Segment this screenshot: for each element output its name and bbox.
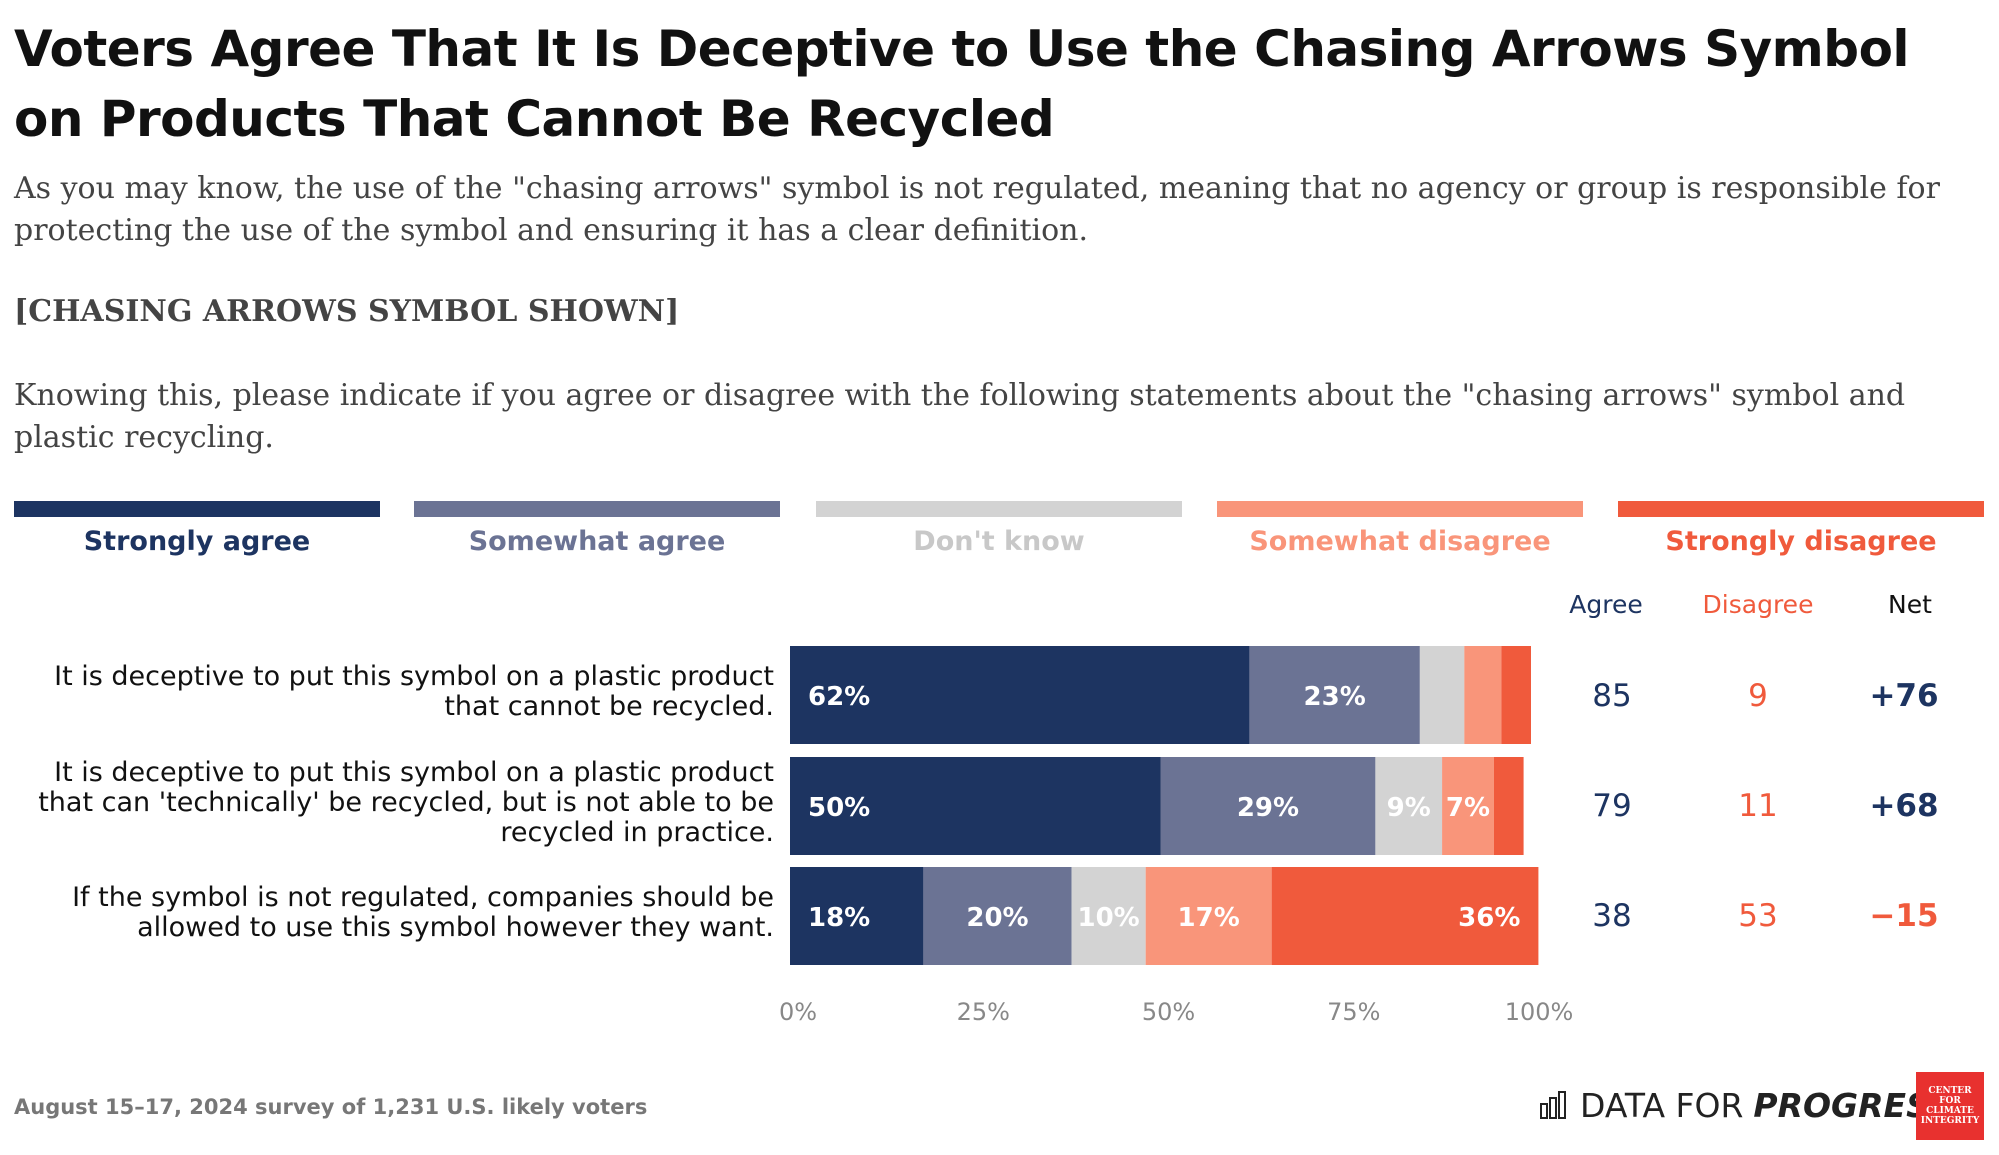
legend-label: Don't know [913,526,1085,557]
bar-segment-somewhat-agree-row-3 [923,867,1072,965]
legend-label: Strongly disagree [1665,526,1937,557]
bar-data-label: 10% [1078,903,1140,933]
agree-value-2: 79 [1592,788,1632,824]
x-tick-label: 25% [957,998,1010,1026]
climate-integrity-logo: CENTER FOR CLIMATE INTEGRITY [1916,1072,1984,1140]
legend-swatch [1217,501,1583,517]
legend-item-dont-know: Don't know [816,501,1182,557]
column-header-disagree: Disagree [1702,590,1814,619]
bar-segment-strongly-agree-row-1 [790,646,1250,744]
disagree-value-1: 9 [1748,678,1768,714]
row-label-1: It is deceptive to put this symbol on a … [54,661,774,722]
legend-swatch [14,501,380,517]
question-prompt: Knowing this, please indicate if you agr… [14,378,1906,455]
agree-value-3: 38 [1592,898,1632,934]
bar-segment-strongly-disagree-row-2 [1493,757,1524,855]
legend-swatch [816,501,1182,517]
legend: Strongly agree Somewhat agree Don't know… [14,501,1984,561]
column-header-agree: Agree [1569,590,1643,619]
bar-data-label: 7% [1446,793,1490,823]
bar-data-label: 50% [808,793,870,823]
legend-swatch [414,501,780,517]
net-value-1: +76 [1869,678,1939,714]
legend-item-strongly-disagree: Strongly disagree [1618,501,1984,557]
x-tick-label: 50% [1142,998,1195,1026]
data-for-progress-logo: DATA FOR PROGRESS [1540,1083,1952,1127]
bar-data-label: 18% [808,903,870,933]
bar-segment-dont-know-row-1 [1419,646,1465,744]
row-label-3: If the symbol is not regulated, companie… [72,882,774,943]
survey-source-note: August 15–17, 2024 survey of 1,231 U.S. … [14,1095,648,1119]
bar-segment-strongly-disagree-row-3 [1271,867,1539,965]
bar-segment-strongly-agree-row-3 [790,867,924,965]
bar-segment-strongly-agree-row-2 [790,757,1161,855]
bar-data-label: 23% [1304,682,1366,712]
bar-segment-dont-know-row-3 [1071,867,1146,965]
legend-label: Somewhat agree [468,526,726,557]
bar-segment-somewhat-disagree-row-1 [1464,646,1502,744]
x-tick-label: 0% [779,998,817,1026]
bar-segment-dont-know-row-2 [1375,757,1443,855]
chart-title: Voters Agree That It Is Deceptive to Use… [14,20,1910,148]
bar-segment-somewhat-agree-row-1 [1249,646,1420,744]
bar-segment-somewhat-disagree-row-2 [1442,757,1494,855]
bar-data-label: 29% [1237,793,1299,823]
disagree-value-2: 11 [1738,788,1778,824]
bar-segment-somewhat-disagree-row-3 [1145,867,1272,965]
legend-item-somewhat-agree: Somewhat agree [414,501,780,557]
legend-label: Strongly agree [83,526,311,557]
question-intro: As you may know, the use of the "chasing… [14,171,1940,248]
bar-data-label: 62% [808,682,870,712]
row-label-2: It is deceptive to put this symbol on a … [38,757,774,848]
legend-swatch [1618,501,1984,517]
x-tick-label: 100% [1505,998,1574,1026]
bar-data-label: 36% [1458,903,1520,933]
legend-item-somewhat-disagree: Somewhat disagree [1217,501,1583,557]
bar-data-label: 20% [966,903,1028,933]
stacked-bar-chart: 62% 23% 50% 29% 9% 7% 18% 20% 10% 17% 36% 0% 25% 50% 7… [779,646,1574,1026]
bar-segment-somewhat-agree-row-2 [1160,757,1376,855]
x-tick-label: 75% [1327,998,1380,1026]
column-header-net: Net [1888,590,1932,619]
agree-value-1: 85 [1592,678,1632,714]
bar-data-label: 9% [1387,793,1431,823]
legend-item-strongly-agree: Strongly agree [14,501,380,557]
symbol-shown-note: [CHASING ARROWS SYMBOL SHOWN] [14,294,680,329]
bar-segment-strongly-disagree-row-1 [1501,646,1531,744]
bar-chart-icon [1540,1091,1566,1119]
bar-data-label: 17% [1178,903,1240,933]
net-value-2: +68 [1869,788,1939,824]
net-value-3: −15 [1869,898,1939,934]
brand-text-regular: DATA FOR [1580,1085,1744,1125]
legend-label: Somewhat disagree [1249,526,1551,557]
disagree-value-3: 53 [1738,898,1778,934]
